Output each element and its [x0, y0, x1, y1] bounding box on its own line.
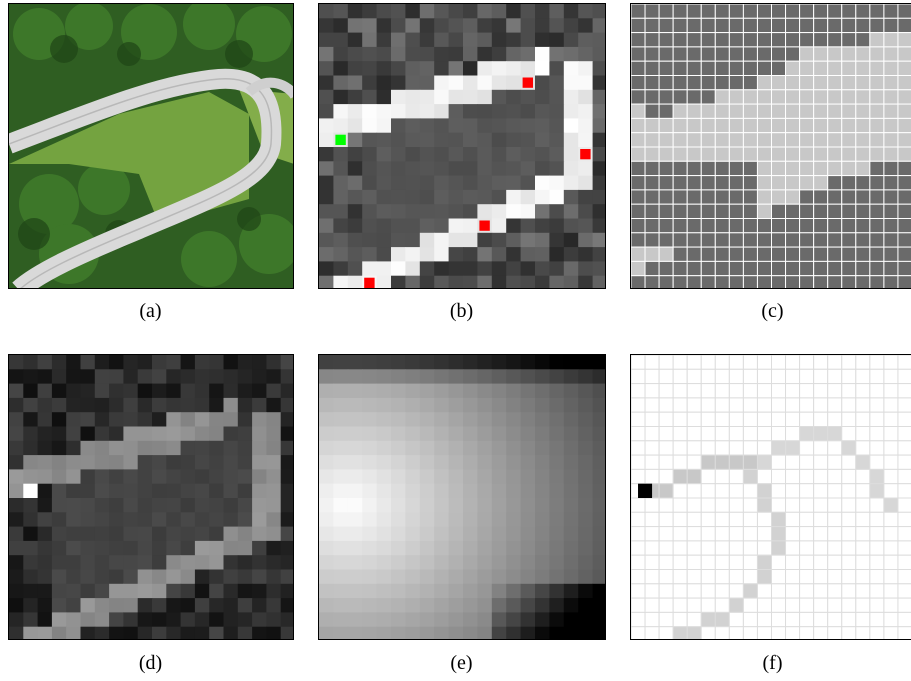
caption-a: (a)	[139, 300, 162, 322]
caption-f: (f)	[762, 652, 783, 674]
grid-image-f	[630, 354, 911, 640]
caption-b: (b)	[449, 300, 474, 322]
grayscale-grid-icon	[319, 4, 605, 288]
cost-grid-icon	[9, 355, 293, 639]
distance-map-icon	[319, 355, 605, 639]
aerial-photo-icon	[9, 4, 293, 288]
caption-d: (d)	[138, 652, 163, 674]
path-grid-icon	[631, 355, 911, 639]
grid-image-b	[318, 3, 606, 289]
grid-image-c	[630, 3, 911, 289]
caption-c: (c)	[761, 300, 784, 322]
aerial-image	[8, 3, 294, 289]
grid-image-e	[318, 354, 606, 640]
class-grid-icon	[631, 4, 911, 288]
caption-e: (e)	[450, 652, 473, 674]
grid-image-d	[8, 354, 294, 640]
